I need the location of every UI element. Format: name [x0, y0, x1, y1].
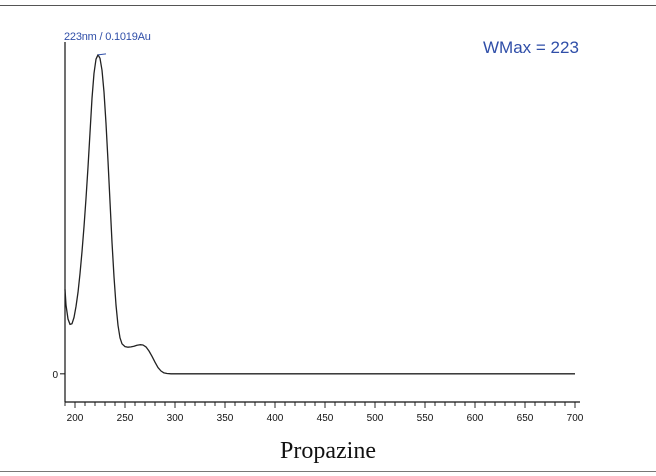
axes: 0: [52, 42, 580, 403]
x-tick-label: 700: [567, 413, 584, 424]
x-tick-label: 300: [167, 413, 184, 424]
x-tick-label: 500: [367, 413, 384, 424]
plot-area: [64, 53, 575, 375]
x-ticks: 200 250 300 350 400 450 500 550 600 650 700: [64, 402, 584, 424]
x-tick-label: 400: [267, 413, 284, 424]
top-rule: [0, 5, 656, 6]
wmax-annotation: WMax = 223: [483, 38, 579, 57]
spectrum-line: [64, 54, 575, 375]
chart-caption: Propazine: [280, 438, 376, 464]
bottom-rule: [0, 471, 656, 472]
x-tick-label: 200: [67, 413, 84, 424]
x-tick-label: 350: [217, 413, 234, 424]
x-tick-label: 250: [117, 413, 134, 424]
x-tick-label: 450: [317, 413, 334, 424]
x-tick-label: 600: [467, 413, 484, 424]
peak-annotation: 223nm / 0.1019Au: [64, 31, 151, 43]
y-tick-label: 0: [52, 370, 58, 381]
peak-leader-line: [97, 53, 107, 56]
x-tick-label: 650: [517, 413, 534, 424]
x-tick-label: 550: [417, 413, 434, 424]
